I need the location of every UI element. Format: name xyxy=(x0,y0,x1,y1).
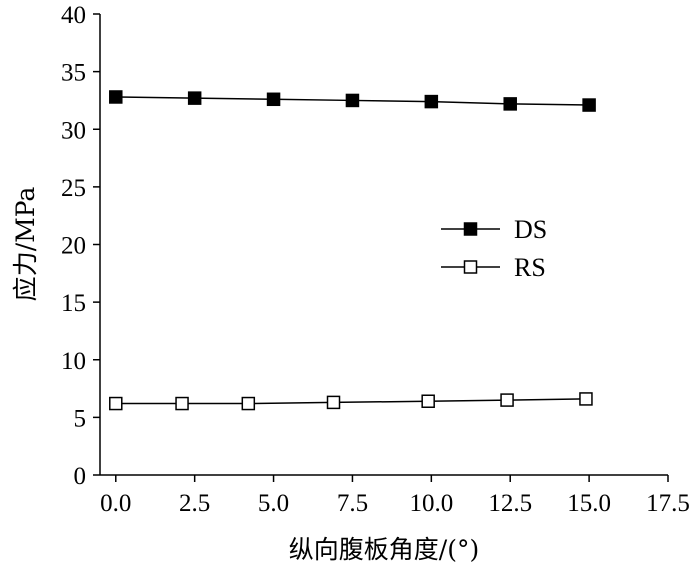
data-point-ds xyxy=(345,93,360,108)
y-tick-label: 0 xyxy=(74,463,87,490)
data-point-ds xyxy=(424,94,439,109)
y-tick-label: 20 xyxy=(61,233,86,260)
y-tick-label: 15 xyxy=(61,290,86,317)
x-tick-label: 15.0 xyxy=(567,490,611,517)
legend-marker-ds xyxy=(463,222,478,236)
y-tick-label: 5 xyxy=(74,405,87,432)
x-axis-title: 纵向腹板角度/(°) xyxy=(289,535,479,564)
legend-label-ds: DS xyxy=(514,215,547,244)
data-point-rs xyxy=(500,393,514,407)
data-point-ds xyxy=(266,92,281,107)
x-tick-label: 5.0 xyxy=(258,490,289,517)
x-tick-label: 12.5 xyxy=(488,490,532,517)
y-tick-label: 40 xyxy=(61,2,86,29)
y-tick-label: 10 xyxy=(61,348,86,375)
data-point-rs xyxy=(326,395,341,410)
legend: DS RS xyxy=(441,215,547,282)
x-tick-label: 17.5 xyxy=(646,490,690,517)
data-point-rs xyxy=(241,396,256,411)
data-point-ds xyxy=(109,90,123,104)
x-tick-label: 2.5 xyxy=(179,490,210,517)
ticks: 0.0 2.5 5.0 7.5 10.0 12.5 15.0 17.5 0 5 10 15 20 25 30… xyxy=(61,2,690,517)
data-point-ds xyxy=(582,98,596,112)
x-tick-label: 7.5 xyxy=(337,490,368,517)
legend-label-rs: RS xyxy=(514,253,546,282)
y-axis-title: 应力/MPa xyxy=(11,187,40,302)
series xyxy=(109,90,596,411)
data-point-rs xyxy=(109,396,123,411)
x-tick-label: 0.0 xyxy=(100,490,131,517)
data-point-rs xyxy=(175,396,189,411)
y-tick-label: 35 xyxy=(61,60,86,87)
legend-marker-rs xyxy=(463,260,478,274)
y-tick-label: 30 xyxy=(61,117,86,144)
data-point-rs xyxy=(579,392,593,406)
y-tick-label: 25 xyxy=(61,175,86,202)
data-point-ds xyxy=(187,91,202,105)
x-tick-label: 10.0 xyxy=(409,490,453,517)
data-point-ds xyxy=(503,97,517,111)
data-point-rs xyxy=(421,394,435,408)
